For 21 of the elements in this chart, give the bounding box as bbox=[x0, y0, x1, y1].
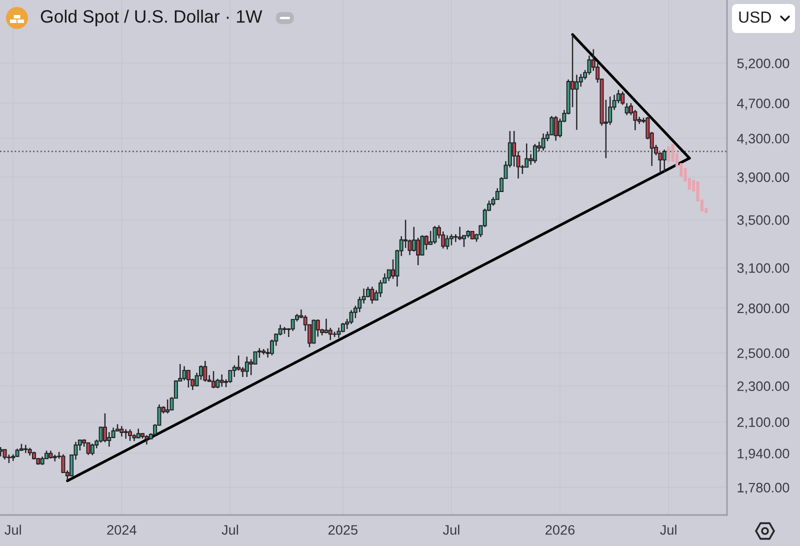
x-tick-label: 2026 bbox=[546, 525, 575, 535]
x-tick-label: Jul bbox=[442, 524, 460, 535]
y-tick-label: 2,100.00 bbox=[737, 417, 790, 429]
y-tick-label: 2,800.00 bbox=[737, 304, 790, 315]
y-tick-label: 1,780.00 bbox=[738, 482, 790, 494]
x-tick-label: Jul bbox=[660, 524, 676, 535]
y-tick-label: 2,500.00 bbox=[737, 348, 790, 360]
y-tick-label: 3,900.00 bbox=[737, 172, 790, 184]
x-tick-label: 2024 bbox=[107, 525, 136, 535]
y-tick-label: 1,940.00 bbox=[738, 448, 790, 460]
y-tick-label: 4,300.00 bbox=[737, 134, 790, 146]
y-tick-label: 4,700.00 bbox=[737, 98, 790, 110]
text: USD bbox=[739, 11, 771, 23]
x-tick-label: Jul bbox=[4, 524, 21, 535]
x-tick-label: Jul bbox=[222, 524, 238, 535]
y-tick-label: 2,300.00 bbox=[737, 381, 790, 393]
text: Gold Spot / U.S. Dollar · 1W bbox=[40, 10, 262, 26]
y-tick-label: 3,500.00 bbox=[737, 215, 790, 226]
y-tick-label: 3,100.00 bbox=[737, 263, 790, 275]
x-tick-label: 2025 bbox=[328, 525, 358, 535]
y-tick-label: 5,200.00 bbox=[737, 58, 790, 70]
